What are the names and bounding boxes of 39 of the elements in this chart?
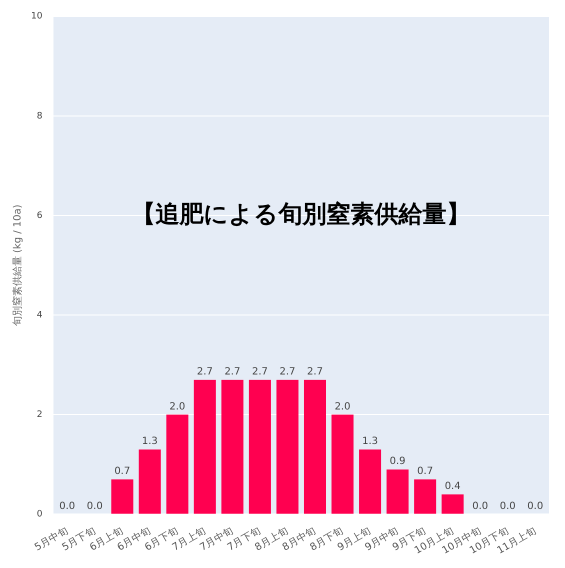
- text: 【追肥による旬別窒素供給量】: [132, 200, 471, 228]
- data-label: 0.0: [86, 500, 103, 512]
- bar: [332, 414, 354, 514]
- data-label: 2.7: [252, 366, 268, 378]
- y-tick-label: 4: [36, 310, 43, 320]
- data-label: 0.0: [59, 500, 76, 512]
- data-label: 2.0: [169, 401, 186, 412]
- data-label: 0.9: [390, 456, 406, 468]
- bar: [166, 414, 188, 514]
- data-label: 2.0: [334, 401, 350, 412]
- data-label: 1.3: [362, 436, 378, 448]
- bar: [138, 450, 161, 514]
- data-label: 0.7: [114, 466, 130, 477]
- y-tick-label: 8: [36, 111, 43, 122]
- data-label: 0.4: [444, 480, 461, 492]
- bar: [359, 450, 382, 514]
- bar: [386, 469, 409, 514]
- y-tick-label: 2: [36, 410, 42, 420]
- data-label: 0.0: [472, 500, 488, 512]
- data-label: 0.0: [527, 500, 544, 512]
- bar: [442, 494, 464, 514]
- y-tick-label: 6: [36, 210, 43, 221]
- data-label: 2.7: [196, 366, 213, 378]
- data-label: 0.7: [417, 466, 434, 477]
- y-tick-label: 0: [36, 510, 43, 520]
- data-label: 2.7: [224, 366, 240, 378]
- data-label: 2.7: [280, 366, 296, 378]
- bar: [304, 380, 326, 514]
- data-label: 2.7: [307, 366, 323, 378]
- y-tick-label: 10: [31, 12, 43, 22]
- bar: [276, 380, 298, 514]
- data-label: 1.3: [142, 436, 158, 448]
- bar: [248, 380, 271, 514]
- y-axis-title: 旬別窒素供給量 (kg / 10a): [12, 204, 24, 326]
- bar: [414, 479, 436, 514]
- data-label: 0.0: [500, 500, 516, 512]
- bar: [111, 479, 134, 514]
- bar: [194, 380, 216, 514]
- bar: [221, 380, 244, 514]
